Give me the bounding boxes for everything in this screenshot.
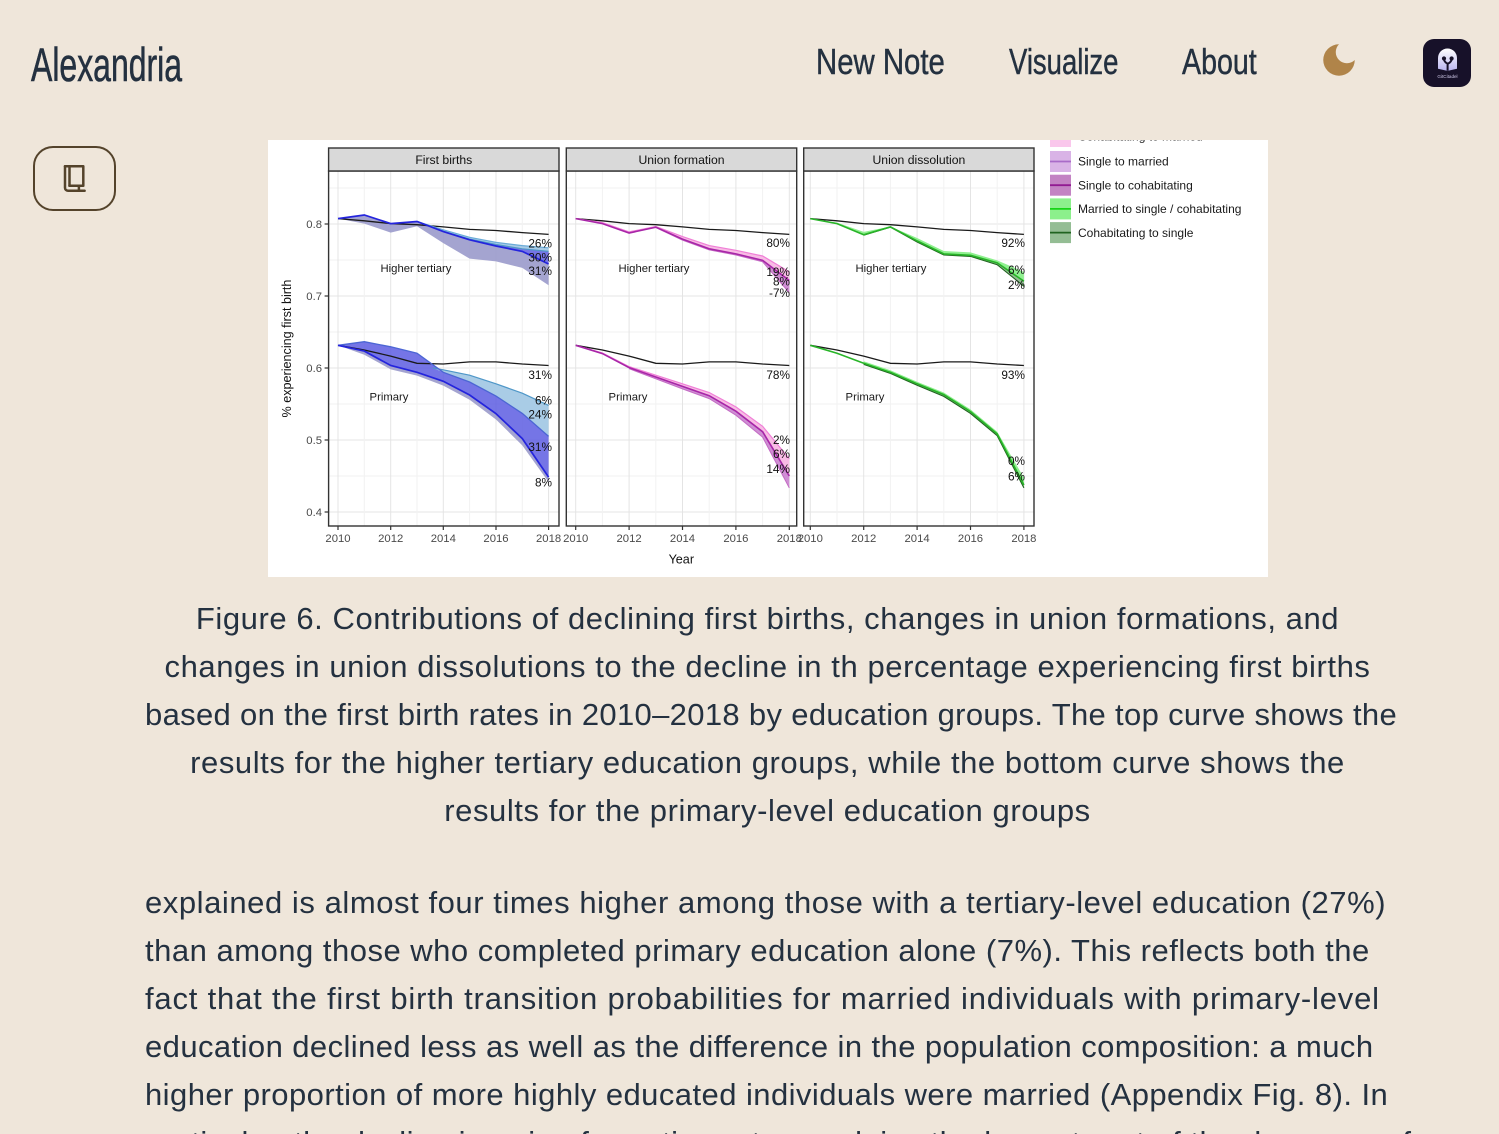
svg-text:80%: 80% (766, 236, 790, 250)
svg-text:2016: 2016 (958, 533, 983, 545)
svg-text:78%: 78% (766, 368, 790, 382)
svg-text:0%: 0% (1008, 454, 1026, 468)
svg-text:2010: 2010 (798, 533, 823, 545)
svg-text:26%: 26% (528, 236, 552, 250)
svg-text:0.7: 0.7 (306, 291, 322, 303)
svg-text:Cohabitating to married: Cohabitating to married (1078, 140, 1203, 144)
svg-text:0.6: 0.6 (306, 363, 322, 375)
svg-text:Primary: Primary (370, 392, 409, 404)
svg-text:0.8: 0.8 (306, 219, 322, 231)
svg-text:2012: 2012 (617, 533, 642, 545)
svg-text:2012: 2012 (378, 533, 403, 545)
svg-text:2018: 2018 (1011, 533, 1036, 545)
svg-text:24%: 24% (528, 407, 552, 421)
svg-text:14%: 14% (766, 462, 790, 476)
svg-text:2014: 2014 (670, 533, 695, 545)
svg-text:2014: 2014 (905, 533, 930, 545)
svg-text:2010: 2010 (325, 533, 350, 545)
svg-text:92%: 92% (1001, 236, 1025, 250)
svg-text:0.5: 0.5 (306, 435, 322, 447)
svg-text:Primary: Primary (846, 392, 885, 404)
svg-text:2016: 2016 (483, 533, 508, 545)
svg-text:2%: 2% (773, 433, 791, 447)
svg-text:31%: 31% (528, 440, 552, 454)
svg-text:6%: 6% (773, 447, 791, 461)
svg-text:Single to married: Single to married (1078, 155, 1169, 169)
svg-text:2018: 2018 (777, 533, 802, 545)
svg-text:First births: First births (415, 153, 472, 167)
svg-text:2%: 2% (1008, 278, 1026, 292)
svg-text:Single to cohabitating: Single to cohabitating (1078, 178, 1193, 192)
svg-text:Higher tertiary: Higher tertiary (381, 263, 452, 275)
svg-text:31%: 31% (528, 264, 552, 278)
svg-text:6%: 6% (1008, 470, 1026, 484)
svg-text:% experiencing first birth: % experiencing first birth (280, 280, 294, 418)
svg-text:Cohabitating to single: Cohabitating to single (1078, 226, 1194, 240)
svg-text:Higher tertiary: Higher tertiary (619, 263, 690, 275)
svg-text:-7%: -7% (769, 286, 790, 300)
svg-text:Year: Year (669, 553, 694, 567)
svg-text:0.4: 0.4 (306, 507, 322, 519)
svg-text:Married to single / cohabitati: Married to single / cohabitating (1078, 202, 1241, 216)
svg-text:30%: 30% (528, 251, 552, 265)
svg-text:31%: 31% (528, 368, 552, 382)
svg-text:8%: 8% (773, 275, 791, 289)
svg-text:19%: 19% (766, 265, 790, 279)
svg-text:6%: 6% (535, 393, 553, 407)
svg-text:2010: 2010 (563, 533, 588, 545)
svg-text:Union dissolution: Union dissolution (872, 153, 965, 167)
svg-text:93%: 93% (1001, 368, 1025, 382)
svg-text:GitCitadel: GitCitadel (1437, 74, 1457, 79)
svg-text:2014: 2014 (431, 533, 456, 545)
svg-text:Union formation: Union formation (638, 153, 724, 167)
svg-text:8%: 8% (535, 476, 553, 490)
svg-text:Higher tertiary: Higher tertiary (856, 263, 927, 275)
svg-text:2018: 2018 (536, 533, 561, 545)
svg-text:Primary: Primary (609, 392, 648, 404)
svg-text:6%: 6% (1008, 263, 1026, 277)
svg-text:2012: 2012 (851, 533, 876, 545)
svg-text:2016: 2016 (723, 533, 748, 545)
